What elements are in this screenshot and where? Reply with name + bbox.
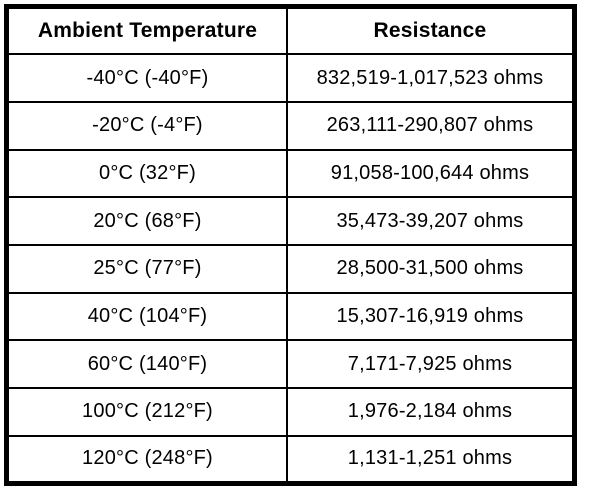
table-row: 25°C (77°F) 28,500-31,500 ohms <box>5 243 576 294</box>
resistance-cell: 1,976-2,184 ohms <box>285 387 576 437</box>
resistance-cell: 832,519-1,017,523 ohms <box>285 53 576 103</box>
temperature-cell: 120°C (248°F) <box>5 434 288 485</box>
header-row: Ambient Temperature Resistance <box>5 5 576 56</box>
table-row: 60°C (140°F) 7,171-7,925 ohms <box>5 339 576 389</box>
temperature-cell: -20°C (-4°F) <box>5 100 288 151</box>
temperature-cell: 0°C (32°F) <box>5 148 288 199</box>
temperature-cell: 25°C (77°F) <box>5 243 288 294</box>
table-row: 100°C (212°F) 1,976-2,184 ohms <box>5 387 576 437</box>
resistance-cell: 263,111-290,807 ohms <box>285 100 576 151</box>
temperature-cell: -40°C (-40°F) <box>5 53 288 103</box>
temperature-resistance-table-container: Ambient Temperature Resistance -40°C (-4… <box>4 4 577 486</box>
table-row: 20°C (68°F) 35,473-39,207 ohms <box>5 196 576 246</box>
temperature-cell: 20°C (68°F) <box>5 196 288 246</box>
table-row: -20°C (-4°F) 263,111-290,807 ohms <box>5 100 576 151</box>
table-row: 0°C (32°F) 91,058-100,644 ohms <box>5 148 576 199</box>
table-row: 40°C (104°F) 15,307-16,919 ohms <box>5 291 576 342</box>
table-row: 120°C (248°F) 1,131-1,251 ohms <box>5 434 576 485</box>
resistance-cell: 15,307-16,919 ohms <box>285 291 576 342</box>
resistance-cell: 35,473-39,207 ohms <box>285 196 576 246</box>
temperature-cell: 40°C (104°F) <box>5 291 288 342</box>
temperature-resistance-table: Ambient Temperature Resistance -40°C (-4… <box>4 4 577 486</box>
column-header-resistance: Resistance <box>285 5 576 56</box>
resistance-cell: 1,131-1,251 ohms <box>285 434 576 485</box>
resistance-cell: 7,171-7,925 ohms <box>285 339 576 389</box>
table-row: -40°C (-40°F) 832,519-1,017,523 ohms <box>5 53 576 103</box>
column-header-ambient-temperature: Ambient Temperature <box>5 5 288 56</box>
temperature-cell: 100°C (212°F) <box>5 387 288 437</box>
temperature-cell: 60°C (140°F) <box>5 339 288 389</box>
resistance-cell: 91,058-100,644 ohms <box>285 148 576 199</box>
resistance-cell: 28,500-31,500 ohms <box>285 243 576 294</box>
